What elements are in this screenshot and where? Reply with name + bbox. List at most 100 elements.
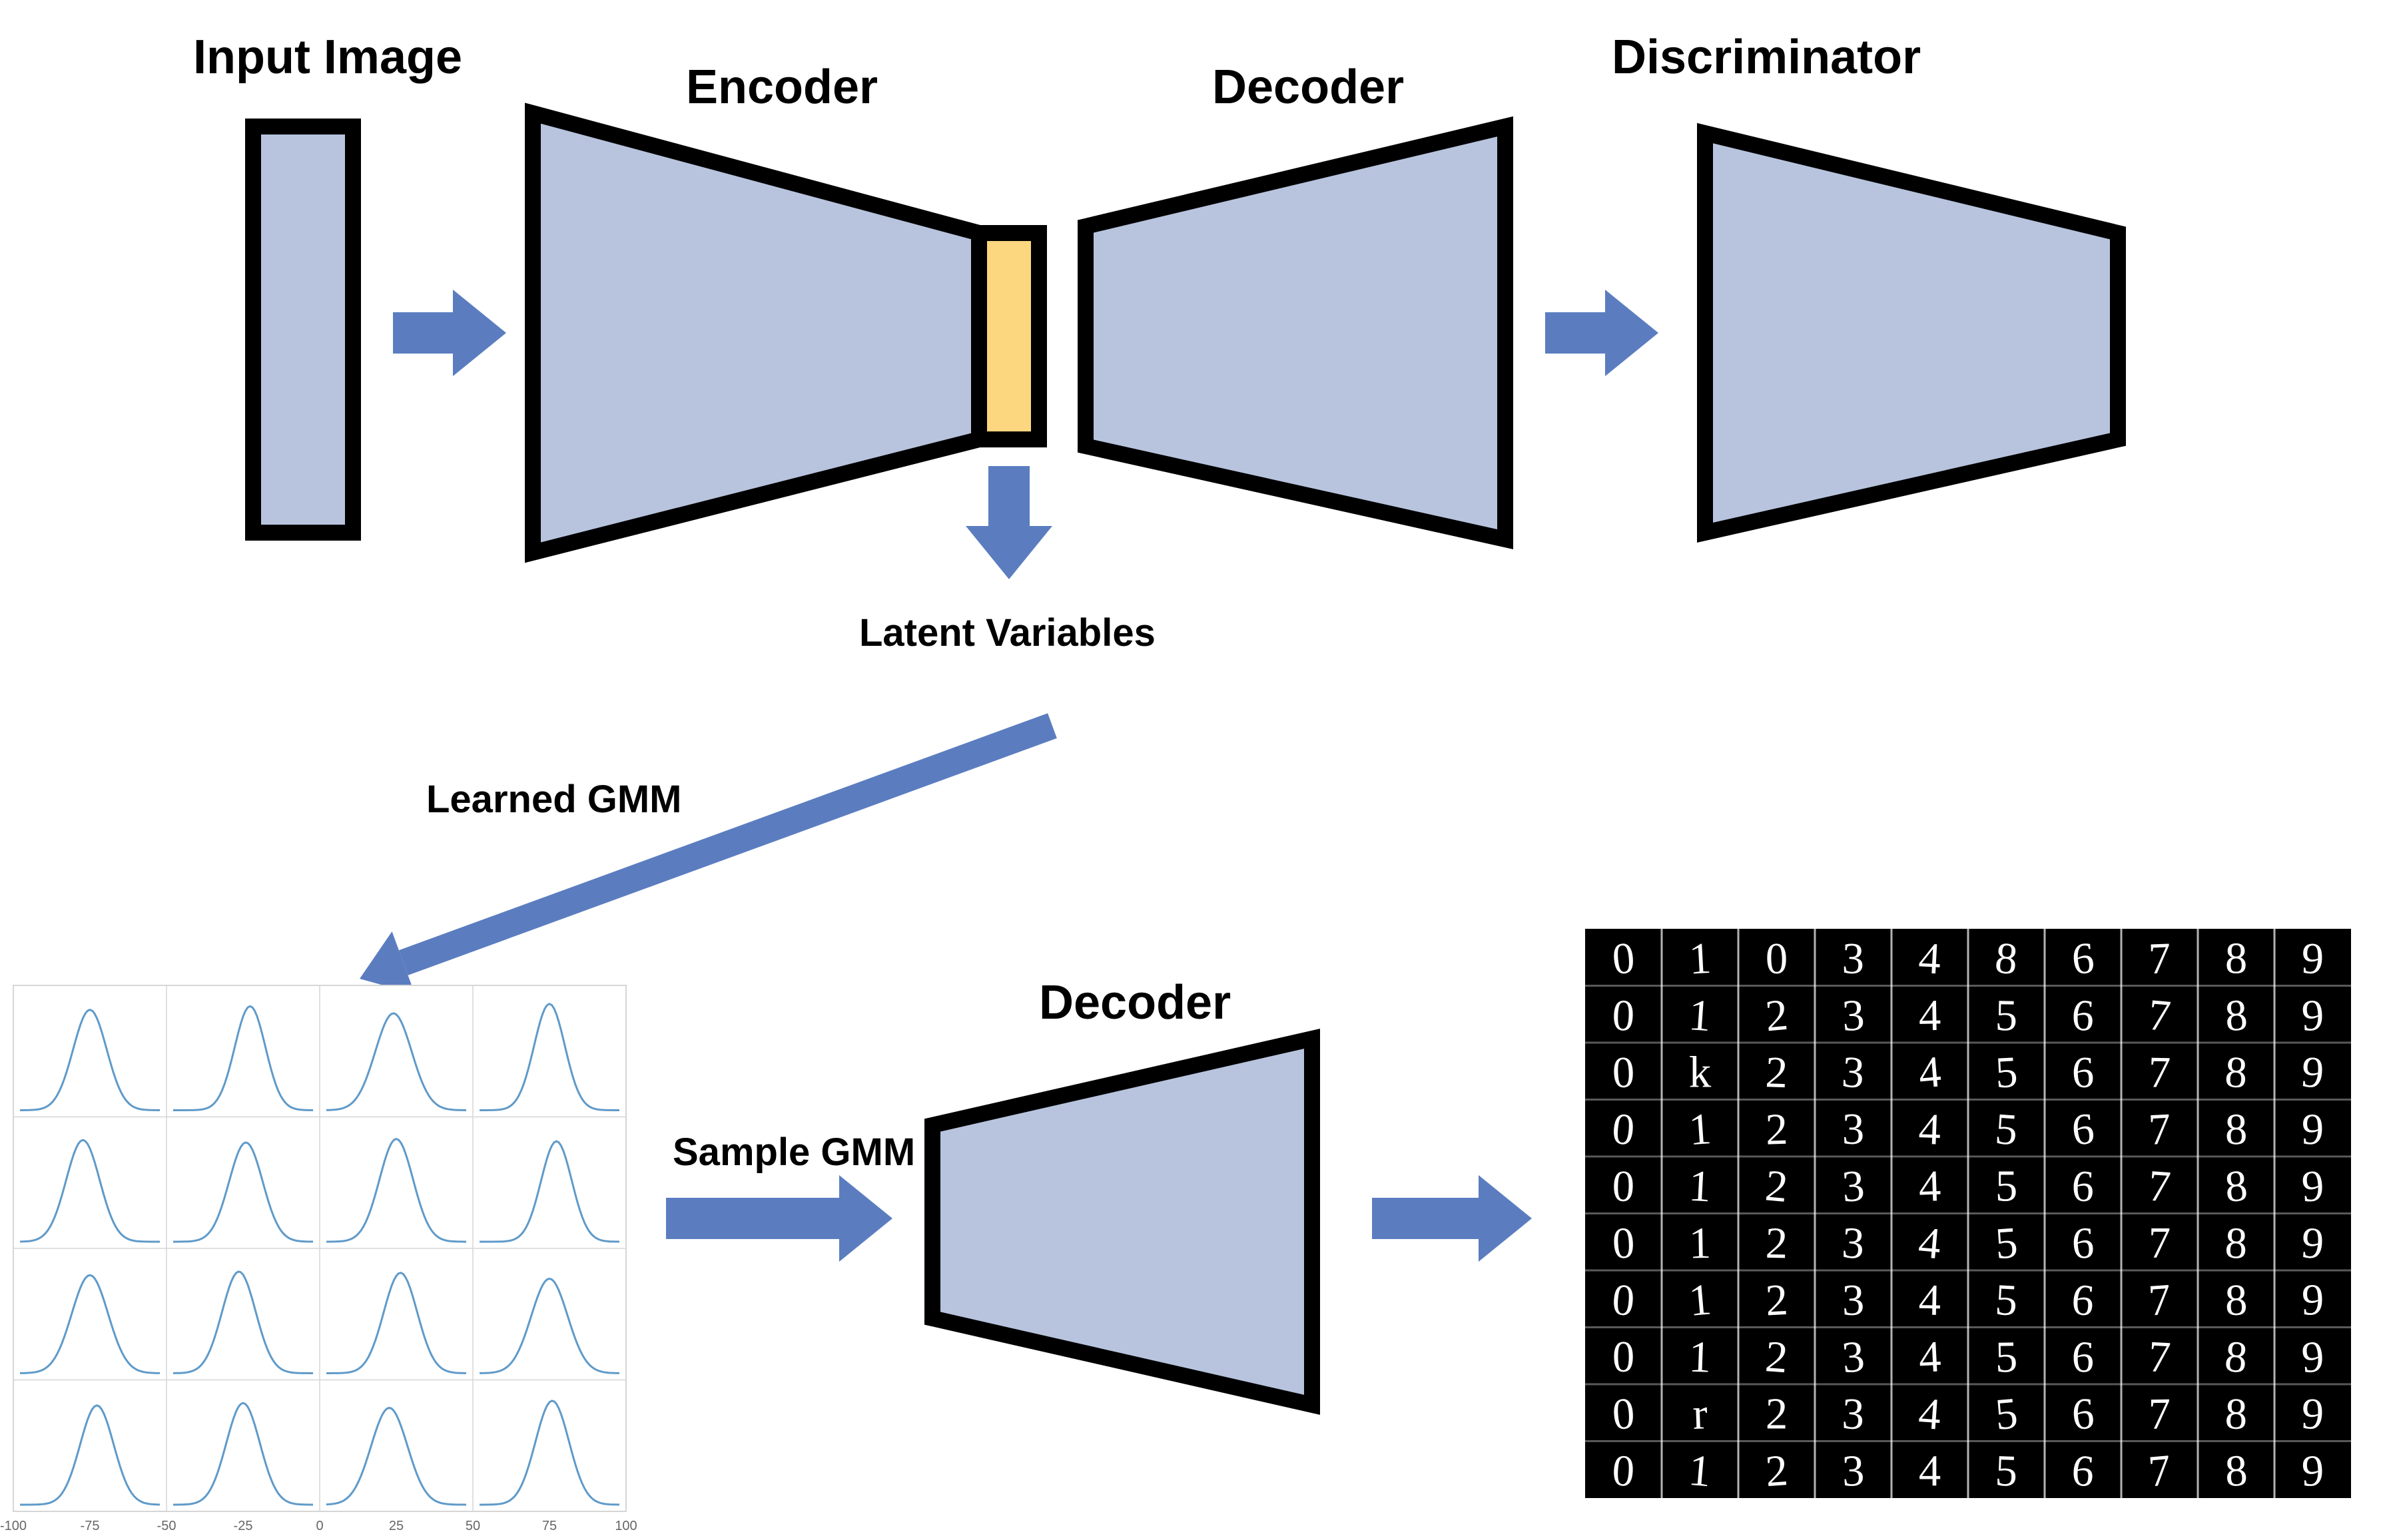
- mnist-digit: 3: [1841, 1218, 1866, 1268]
- decoder-block: [1086, 127, 1505, 539]
- mnist-digit: 0: [1610, 1105, 1637, 1155]
- mnist-digit: 6: [2071, 1162, 2095, 1211]
- mnist-digit: 7: [2148, 1048, 2171, 1097]
- mnist-digit: 6: [2071, 1048, 2095, 1097]
- decoder2-block: [932, 1039, 1312, 1405]
- mnist-digit: 8: [2224, 1105, 2248, 1155]
- label-latent-variables: Latent Variables: [859, 611, 1156, 654]
- mnist-digit: 1: [1688, 1219, 1712, 1268]
- mnist-digit: 9: [2300, 1390, 2325, 1439]
- gmm-panel: [13, 985, 626, 1511]
- mnist-digit: 6: [2070, 1275, 2097, 1326]
- gmm-xtick: -100: [0, 1519, 27, 1533]
- mnist-digit: 0: [1611, 1446, 1636, 1496]
- mnist-digit: 5: [1994, 1276, 2019, 1326]
- mnist-digit: 7: [2149, 1219, 2171, 1268]
- mnist-digit: 8: [2224, 1390, 2248, 1439]
- mnist-digit: 0: [1612, 1048, 1636, 1097]
- mnist-digit: 2: [1764, 1161, 1790, 1212]
- label-encoder: Encoder: [686, 61, 878, 114]
- mnist-digit: 6: [2071, 1390, 2095, 1439]
- mnist-digit: 5: [1995, 1162, 2017, 1211]
- mnist-digit: 8: [1993, 933, 2020, 984]
- mnist-digit: 7: [2147, 1276, 2172, 1326]
- latent-block: [979, 233, 1039, 439]
- mnist-digit: k: [1689, 1049, 1712, 1097]
- mnist-digit: 8: [2224, 1446, 2248, 1496]
- arrow-latent-down: [966, 466, 1052, 579]
- mnist-digit: 7: [2147, 1162, 2172, 1212]
- mnist-digit: 4: [1917, 1218, 1943, 1269]
- mnist-digit: 2: [1764, 1332, 1789, 1382]
- mnist-digit: 5: [1995, 991, 2018, 1041]
- mnist-digit: 2: [1764, 1446, 1789, 1496]
- mnist-digit: 5: [1993, 1389, 2020, 1439]
- mnist-digit: 9: [2301, 934, 2325, 983]
- mnist-digit: 2: [1765, 1048, 1789, 1097]
- mnist-digit: 7: [2147, 1332, 2172, 1382]
- mnist-digit: 6: [2070, 1105, 2097, 1155]
- gmm-xtick: 75: [542, 1519, 557, 1533]
- mnist-digit: 9: [2300, 1218, 2325, 1268]
- mnist-digit: 8: [2224, 1048, 2248, 1098]
- mnist-digit: 5: [1993, 1105, 2019, 1155]
- label-input-image: Input Image: [193, 31, 462, 84]
- arrow-decoder2-to-mnist: [1372, 1175, 1532, 1262]
- mnist-digit: 3: [1842, 1105, 1864, 1154]
- mnist-digit: 0: [1612, 1333, 1634, 1382]
- input-image-block: [253, 127, 353, 533]
- mnist-digit: 2: [1765, 1219, 1788, 1268]
- mnist-digit: 8: [2224, 1276, 2248, 1325]
- mnist-digit: 0: [1610, 1276, 1636, 1326]
- mnist-digit: 3: [1842, 1390, 1866, 1439]
- mnist-digit: 7: [2147, 1105, 2172, 1155]
- arrow-sample-gmm: [666, 1175, 892, 1262]
- mnist-digit: 8: [2223, 1161, 2250, 1212]
- mnist-digit: 4: [1917, 1332, 1942, 1382]
- mnist-digit: 3: [1840, 1332, 1867, 1383]
- mnist-digit: 9: [2301, 991, 2325, 1041]
- mnist-digit: 2: [1764, 991, 1790, 1041]
- mnist-digit: 3: [1842, 934, 1865, 983]
- mnist-digit: 5: [1995, 1333, 2018, 1382]
- mnist-digit: r: [1692, 1390, 1708, 1439]
- label-decoder2: Decoder: [1039, 976, 1231, 1029]
- arrow-learned-gmm: [348, 694, 1064, 1010]
- mnist-digit: 0: [1610, 933, 1637, 984]
- mnist-digit: 0: [1610, 1390, 1636, 1439]
- mnist-digit: 5: [1994, 1048, 2019, 1098]
- mnist-digit: 8: [2225, 935, 2247, 983]
- mnist-digit: 2: [1765, 1105, 1789, 1155]
- label-learned-gmm: Learned GMM: [426, 778, 682, 821]
- mnist-digit: 1: [1688, 934, 1712, 984]
- mnist-digit: 7: [2148, 934, 2172, 983]
- mnist-digit: 3: [1842, 1276, 1865, 1325]
- gmm-xtick: 25: [389, 1519, 404, 1533]
- mnist-digit: 9: [2302, 1276, 2324, 1325]
- mnist-digit: 3: [1842, 1447, 1866, 1496]
- mnist-digit: 9: [2300, 1162, 2325, 1212]
- mnist-digit: 8: [2223, 1332, 2250, 1383]
- mnist-digit: 3: [1841, 991, 1866, 1041]
- mnist-digit: 2: [1764, 1276, 1789, 1326]
- gmm-xtick: 0: [316, 1519, 323, 1533]
- mnist-digit: 0: [1611, 1218, 1636, 1268]
- gmm-xtick: -25: [234, 1519, 253, 1533]
- mnist-digit: 7: [2147, 991, 2173, 1041]
- mnist-digit: 0: [1612, 1162, 1635, 1211]
- mnist-digit: 9: [2301, 1105, 2324, 1155]
- gmm-xtick: -50: [157, 1519, 176, 1533]
- mnist-digit: 1: [1688, 1333, 1712, 1382]
- mnist-digit: 1: [1687, 1275, 1714, 1326]
- mnist-digit: 4: [1917, 1047, 1943, 1098]
- mnist-digit: 5: [1993, 1218, 2019, 1268]
- arrow-decoder-to-discriminator: [1545, 290, 1658, 376]
- mnist-digit: 6: [2071, 1219, 2095, 1268]
- mnist-digit: 6: [2071, 991, 2095, 1041]
- mnist-digit: 1: [1687, 991, 1712, 1041]
- mnist-digit: 4: [1919, 1447, 1941, 1495]
- mnist-digit: 4: [1918, 1162, 1942, 1211]
- mnist-digit: 0: [1765, 934, 1788, 983]
- mnist-digit: 1: [1687, 1105, 1712, 1155]
- mnist-digit: 1: [1687, 1446, 1714, 1497]
